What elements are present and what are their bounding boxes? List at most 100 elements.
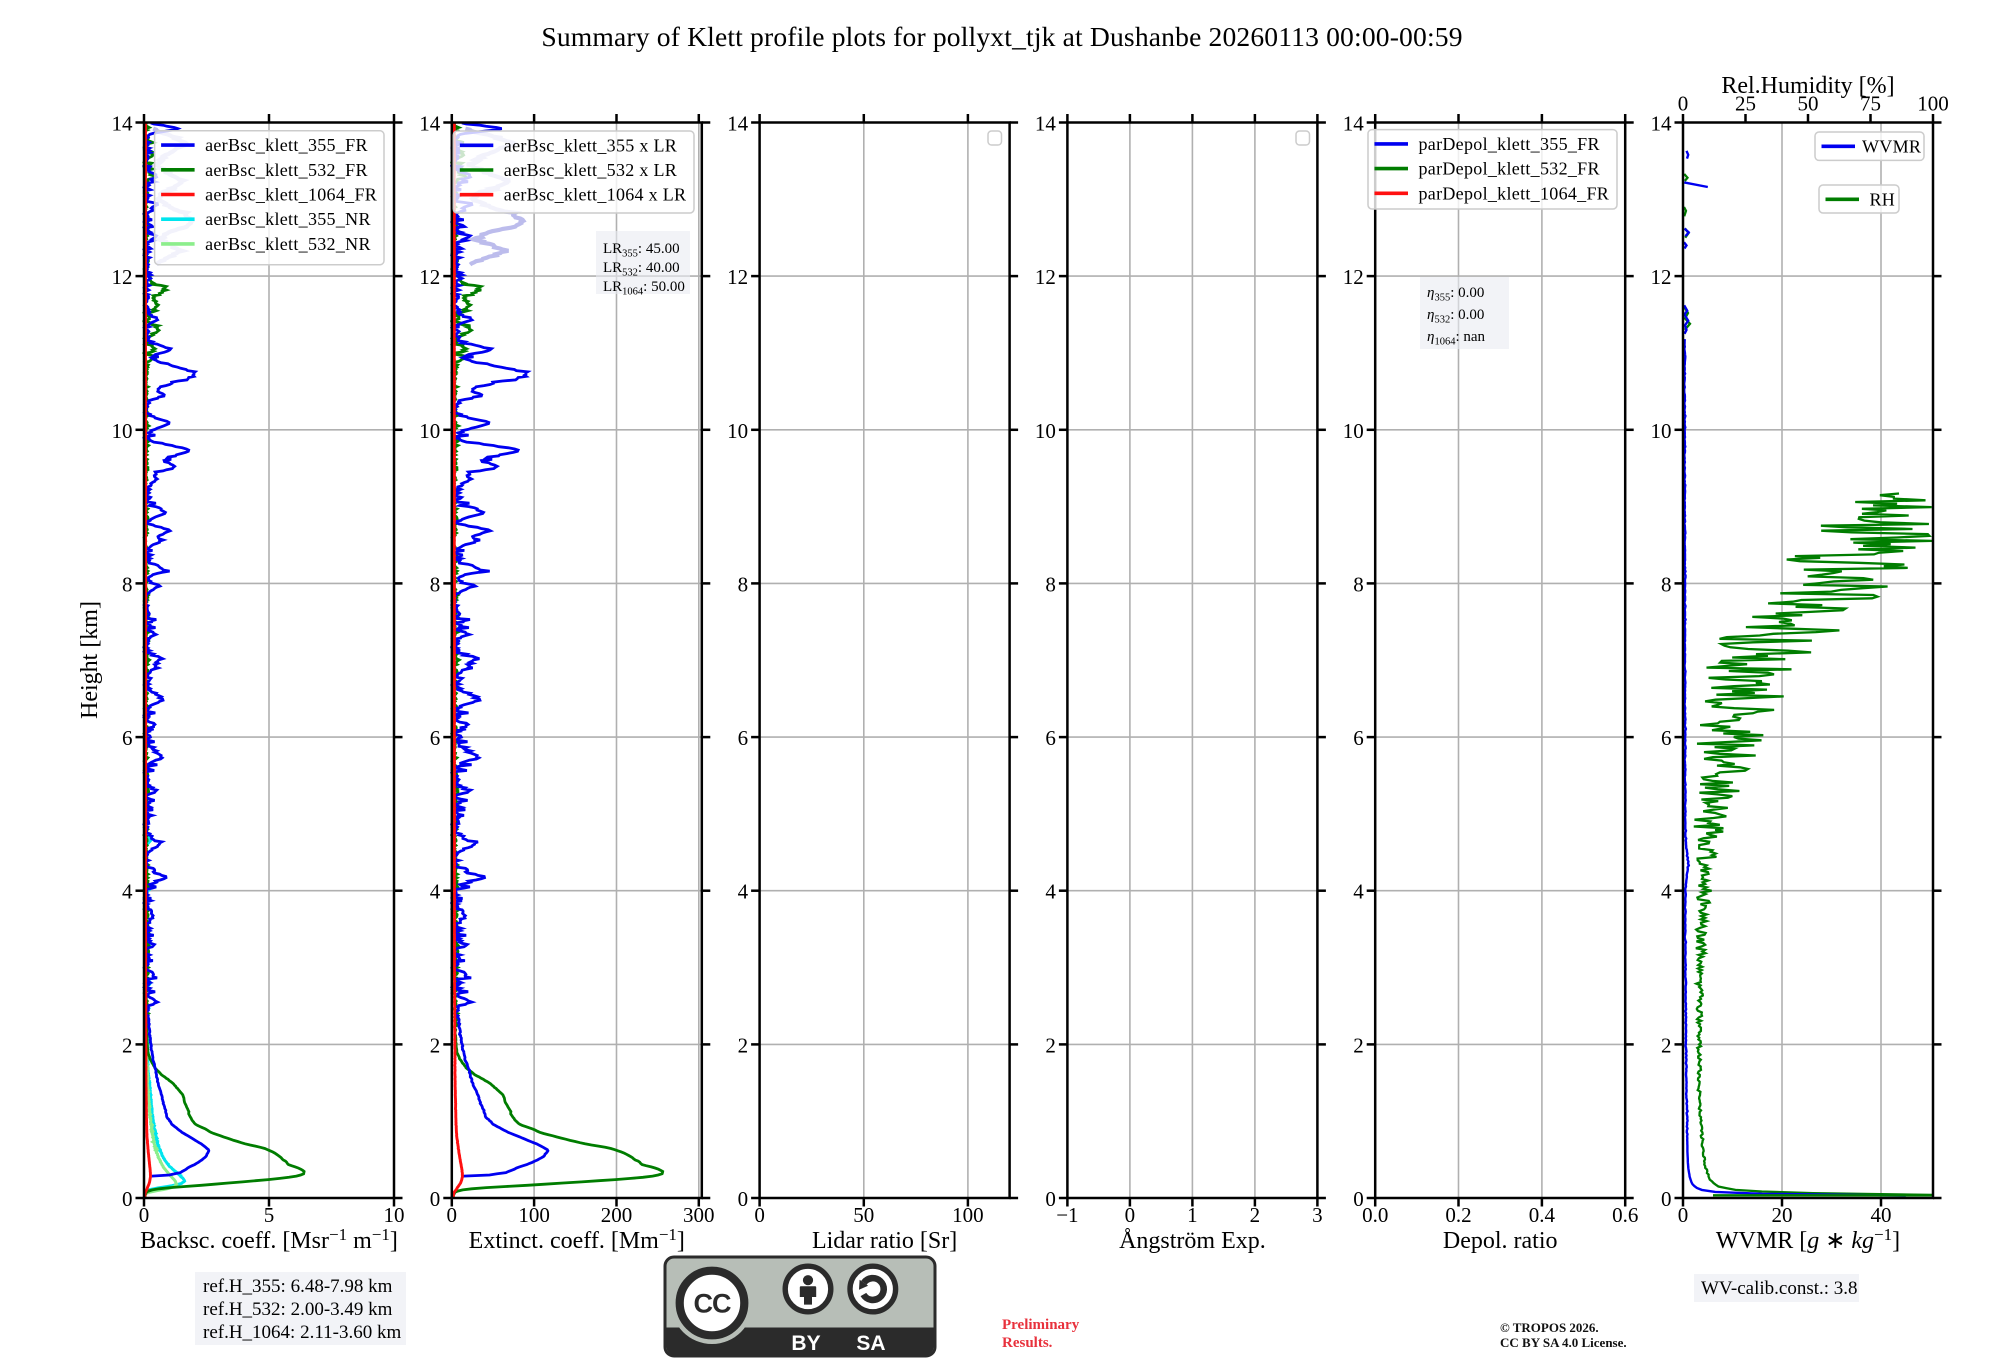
- svg-text:Rel.Humidity [%]: Rel.Humidity [%]: [1721, 73, 1894, 99]
- svg-text:75: 75: [1860, 92, 1881, 116]
- svg-text:4: 4: [738, 880, 749, 904]
- svg-text:10: 10: [727, 419, 748, 443]
- svg-text:Ångström Exp.: Ångström Exp.: [1119, 1228, 1266, 1254]
- svg-text:10: 10: [1343, 419, 1364, 443]
- svg-text:2: 2: [1353, 1033, 1364, 1057]
- svg-text:0: 0: [754, 1203, 765, 1227]
- svg-text:η532: 0.00: η532: 0.00: [1427, 307, 1484, 326]
- svg-text:LR355: 45.00: LR355: 45.00: [603, 241, 680, 260]
- svg-text:LR1064: 50.00: LR1064: 50.00: [603, 279, 685, 298]
- svg-text:2: 2: [430, 1033, 441, 1057]
- svg-text:Height [km]: Height [km]: [77, 601, 103, 719]
- svg-text:14: 14: [419, 112, 441, 136]
- svg-text:0: 0: [447, 1203, 458, 1227]
- svg-text:Summary of Klett profile plots: Summary of Klett profile plots for polly…: [541, 21, 1462, 52]
- svg-text:100: 100: [952, 1203, 984, 1227]
- svg-text:0: 0: [1353, 1187, 1364, 1211]
- svg-text:WV-calib.const.: 3.8: WV-calib.const.: 3.8: [1701, 1278, 1858, 1299]
- svg-text:8: 8: [1353, 572, 1364, 596]
- svg-text:25: 25: [1735, 92, 1756, 116]
- svg-text:WVMR: WVMR: [1862, 136, 1921, 156]
- svg-text:BY: BY: [791, 1332, 820, 1355]
- svg-text:© TROPOS 2026.: © TROPOS 2026.: [1500, 1320, 1599, 1335]
- svg-text:12: 12: [112, 265, 133, 289]
- svg-text:−1: −1: [1056, 1203, 1078, 1227]
- svg-text:20: 20: [1772, 1203, 1793, 1227]
- svg-text:100: 100: [518, 1203, 550, 1227]
- svg-text:4: 4: [122, 880, 133, 904]
- svg-text:0.2: 0.2: [1445, 1203, 1471, 1227]
- svg-text:aerBsc_klett_532 x LR: aerBsc_klett_532 x LR: [504, 160, 677, 180]
- svg-text:RH: RH: [1870, 189, 1896, 209]
- svg-text:50: 50: [1798, 92, 1819, 116]
- svg-text:12: 12: [1343, 265, 1364, 289]
- svg-text:0: 0: [1125, 1203, 1136, 1227]
- svg-text:6: 6: [430, 726, 441, 750]
- svg-text:8: 8: [1045, 572, 1056, 596]
- svg-text:2: 2: [1661, 1033, 1672, 1057]
- svg-text:12: 12: [419, 265, 440, 289]
- svg-text:6: 6: [738, 726, 749, 750]
- svg-text:aerBsc_klett_355 x LR: aerBsc_klett_355 x LR: [504, 135, 677, 155]
- svg-text:2: 2: [122, 1033, 133, 1057]
- svg-text:0: 0: [738, 1187, 749, 1211]
- svg-text:4: 4: [1661, 880, 1672, 904]
- svg-text:0: 0: [1678, 92, 1689, 116]
- svg-text:aerBsc_klett_355_NR: aerBsc_klett_355_NR: [205, 209, 371, 229]
- svg-text:300: 300: [683, 1203, 715, 1227]
- svg-text:0.6: 0.6: [1612, 1203, 1638, 1227]
- svg-text:0.4: 0.4: [1529, 1203, 1556, 1227]
- svg-text:SA: SA: [856, 1332, 885, 1355]
- svg-text:parDepol_klett_532_FR: parDepol_klett_532_FR: [1419, 159, 1600, 179]
- svg-text:LR532: 40.00: LR532: 40.00: [603, 260, 680, 279]
- svg-text:1: 1: [1187, 1203, 1198, 1227]
- svg-text:6: 6: [1661, 726, 1672, 750]
- svg-text:2: 2: [738, 1033, 749, 1057]
- svg-text:8: 8: [738, 572, 749, 596]
- svg-text:6: 6: [1045, 726, 1056, 750]
- svg-text:40: 40: [1871, 1203, 1892, 1227]
- svg-text:100: 100: [1917, 92, 1949, 116]
- svg-text:10: 10: [112, 419, 133, 443]
- svg-text:4: 4: [430, 880, 441, 904]
- svg-text:Depol. ratio: Depol. ratio: [1443, 1228, 1558, 1254]
- svg-text:50: 50: [853, 1203, 874, 1227]
- svg-text:4: 4: [1353, 880, 1364, 904]
- svg-text:14: 14: [727, 112, 749, 136]
- svg-text:0: 0: [430, 1187, 441, 1211]
- svg-text:3: 3: [1312, 1203, 1323, 1227]
- svg-text:10: 10: [419, 419, 440, 443]
- svg-text:CC: CC: [694, 1289, 731, 1319]
- svg-text:0: 0: [122, 1187, 133, 1211]
- svg-text:WVMR [g ∗ kg−1]: WVMR [g ∗ kg−1]: [1716, 1225, 1900, 1254]
- svg-text:10: 10: [384, 1203, 405, 1227]
- svg-text:parDepol_klett_1064_FR: parDepol_klett_1064_FR: [1419, 183, 1610, 203]
- svg-text:12: 12: [1035, 265, 1056, 289]
- svg-text:200: 200: [601, 1203, 633, 1227]
- svg-text:ref.H_355: 6.48-7.98 km: ref.H_355: 6.48-7.98 km: [203, 1276, 393, 1297]
- svg-text:aerBsc_klett_355_FR: aerBsc_klett_355_FR: [205, 135, 368, 155]
- svg-text:parDepol_klett_355_FR: parDepol_klett_355_FR: [1419, 134, 1600, 154]
- svg-text:Preliminary: Preliminary: [1002, 1317, 1080, 1333]
- svg-text:14: 14: [112, 112, 134, 136]
- svg-text:CC BY SA 4.0 License.: CC BY SA 4.0 License.: [1500, 1335, 1627, 1350]
- svg-text:0: 0: [1661, 1187, 1672, 1211]
- svg-text:4: 4: [1045, 880, 1056, 904]
- svg-text:aerBsc_klett_1064_FR: aerBsc_klett_1064_FR: [205, 185, 377, 205]
- svg-text:14: 14: [1651, 112, 1673, 136]
- svg-text:8: 8: [430, 572, 441, 596]
- svg-text:2: 2: [1250, 1203, 1261, 1227]
- svg-text:10: 10: [1651, 419, 1672, 443]
- svg-text:14: 14: [1035, 112, 1057, 136]
- svg-text:12: 12: [1651, 265, 1672, 289]
- svg-text:ref.H_1064: 2.11-3.60 km: ref.H_1064: 2.11-3.60 km: [203, 1322, 401, 1343]
- svg-text:10: 10: [1035, 419, 1056, 443]
- svg-text:0: 0: [1678, 1203, 1689, 1227]
- svg-text:14: 14: [1343, 112, 1365, 136]
- svg-text:Results.: Results.: [1002, 1335, 1053, 1351]
- svg-text:aerBsc_klett_1064 x LR: aerBsc_klett_1064 x LR: [504, 185, 687, 205]
- svg-text:Lidar ratio [Sr]: Lidar ratio [Sr]: [812, 1228, 957, 1254]
- svg-text:Backsc. coeff. [Msr−1 m−1]: Backsc. coeff. [Msr−1 m−1]: [140, 1225, 398, 1254]
- svg-text:2: 2: [1045, 1033, 1056, 1057]
- svg-text:0: 0: [139, 1203, 150, 1227]
